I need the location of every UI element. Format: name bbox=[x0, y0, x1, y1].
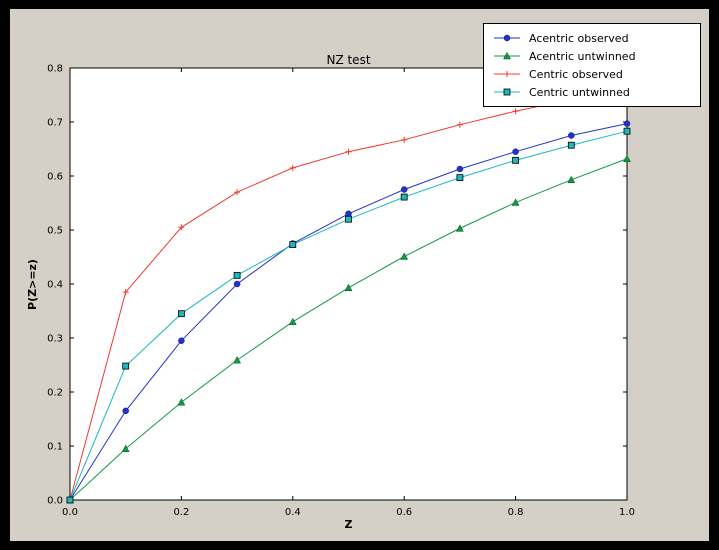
series-centric-untwinned bbox=[66, 127, 631, 504]
y-tick-label: 0.3 bbox=[47, 334, 63, 345]
triangle-marker bbox=[121, 444, 130, 452]
legend-sample bbox=[494, 71, 520, 77]
y-axis-label-wrap: P(Z>=z) bbox=[12, 68, 52, 500]
legend-sample bbox=[494, 88, 520, 96]
y-tick-label: 0.4 bbox=[47, 280, 63, 291]
triangle-marker bbox=[567, 175, 576, 184]
triangle-marker bbox=[511, 198, 520, 206]
square-marker bbox=[400, 193, 408, 201]
plot-area: 0.0 0.2 0.4 0.6 0.8 1.0 0.0 0.1 0.2 0.3 0.4 0.5 0.6 0… bbox=[47, 64, 635, 519]
x-tick-label: 0.0 bbox=[62, 507, 78, 518]
legend-entry: Acentric untwinned bbox=[492, 47, 692, 65]
circle-marker bbox=[233, 280, 241, 288]
legend-label: Acentric untwinned bbox=[529, 49, 636, 63]
circle-marker bbox=[512, 148, 519, 155]
legend-sample bbox=[494, 51, 520, 60]
y-tick-label: 0.8 bbox=[47, 64, 63, 75]
triangle-marker bbox=[503, 51, 511, 60]
x-tick-label: 0.4 bbox=[285, 507, 301, 518]
y-tick-label: 0.2 bbox=[47, 388, 63, 399]
square-marker bbox=[177, 310, 185, 318]
legend-label: Centric observed bbox=[529, 67, 623, 81]
triangle-marker bbox=[455, 224, 464, 232]
legend-label: Acentric observed bbox=[529, 31, 629, 45]
circle-marker bbox=[623, 120, 631, 127]
square-marker bbox=[66, 496, 74, 504]
y-tick-label: 0.6 bbox=[47, 172, 63, 183]
triangle-marker bbox=[177, 398, 186, 406]
circle-marker bbox=[178, 337, 185, 344]
y-tick-label: 0.7 bbox=[47, 118, 63, 129]
square-marker bbox=[289, 241, 297, 248]
y-axis-label: P(Z>=z) bbox=[25, 258, 39, 310]
x-tick-label: 0.8 bbox=[508, 507, 524, 518]
square-marker bbox=[122, 362, 130, 370]
y-tick-label: 0.5 bbox=[47, 226, 63, 237]
triangle-marker bbox=[344, 283, 353, 292]
x-tick-label: 1.0 bbox=[619, 507, 635, 518]
square-marker bbox=[233, 271, 241, 279]
y-tick-label: 0.0 bbox=[47, 496, 63, 507]
x-axis-label: Z bbox=[344, 518, 353, 531]
legend-entry: Acentric observed bbox=[492, 29, 692, 47]
square-marker bbox=[345, 215, 352, 223]
circle-marker bbox=[400, 186, 408, 193]
legend-label: Centric untwinned bbox=[529, 85, 630, 99]
square-marker bbox=[623, 127, 631, 135]
triangle-marker bbox=[400, 252, 409, 260]
legend-sample bbox=[494, 34, 520, 42]
square-marker bbox=[512, 156, 520, 164]
legend-entry: Centric observed bbox=[492, 65, 692, 83]
square-marker bbox=[567, 141, 575, 149]
chart-title: NZ test bbox=[326, 53, 371, 67]
figure-canvas: 0.0 0.2 0.4 0.6 0.8 1.0 0.0 0.1 0.2 0.3 0.4 0.5 0.6 0… bbox=[10, 9, 709, 541]
square-marker bbox=[503, 88, 511, 96]
triangle-marker bbox=[623, 154, 631, 162]
x-tick-label: 0.2 bbox=[173, 507, 189, 518]
circle-marker bbox=[503, 34, 511, 42]
square-marker bbox=[456, 174, 464, 182]
x-tick-label: 0.6 bbox=[396, 507, 412, 518]
triangle-marker bbox=[233, 356, 242, 364]
circle-marker bbox=[456, 165, 464, 173]
circle-marker bbox=[122, 407, 129, 415]
y-tick-label: 0.1 bbox=[47, 442, 63, 453]
legend-entry: Centric untwinned bbox=[492, 83, 692, 101]
legend: Acentric observed Acentric untwinned Centr… bbox=[483, 23, 701, 107]
circle-marker bbox=[568, 132, 575, 139]
triangle-marker bbox=[288, 317, 297, 326]
